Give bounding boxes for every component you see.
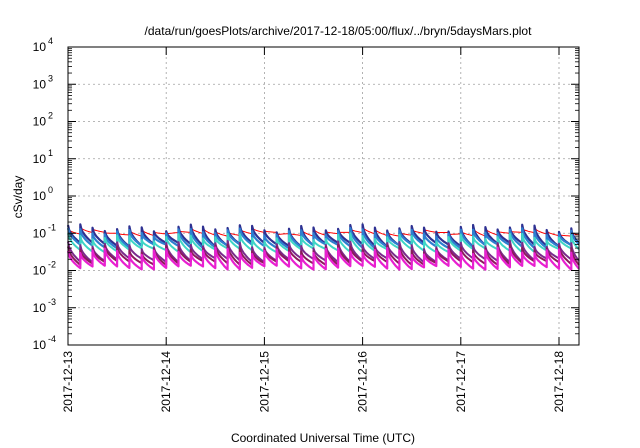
y-tick-label: 10 (33, 264, 47, 278)
y-tick-exponent: 0 (48, 185, 53, 195)
x-tick-label: 2017-12-16 (356, 351, 370, 413)
x-tick-label: 2017-12-13 (61, 351, 75, 413)
y-tick-exponent: 3 (48, 73, 53, 83)
y-tick-base: 10 (33, 115, 47, 129)
x-tick-label: 2017-12-17 (454, 351, 468, 413)
y-tick-base: 10 (33, 264, 47, 278)
y-tick-label: 10 (33, 40, 47, 54)
y-tick-exponent: -4 (48, 334, 56, 344)
grid-lines (68, 47, 579, 345)
y-tick-base: 10 (33, 152, 47, 166)
axis-ticks (67, 46, 579, 346)
x-tick-label: 2017-12-14 (159, 351, 173, 413)
y-tick-exponent: -2 (48, 260, 56, 270)
y-tick-exponent: 1 (48, 148, 53, 158)
x-tick-labels: 2017-12-13 2017-12-14 2017-12-15 2017-12-16… (61, 351, 566, 413)
y-axis-title: cSv/day (11, 176, 25, 219)
x-tick-label: 2017-12-18 (552, 351, 566, 413)
y-tick-exponent: -3 (48, 297, 56, 307)
y-tick-label: 10 (33, 189, 47, 203)
y-tick-label: 10 (33, 115, 47, 129)
y-tick-label: 10 (33, 226, 47, 240)
y-tick-base: 10 (33, 40, 47, 54)
y-tick-label: 10 (33, 77, 47, 91)
y-tick-exponent: -1 (48, 222, 56, 232)
series-line (66, 246, 580, 271)
y-tick-base: 10 (33, 77, 47, 91)
y-tick-label: 10 (33, 338, 47, 352)
x-tick-label: 2017-12-15 (257, 351, 271, 413)
chart-title: /data/run/goesPlots/archive/2017-12-18/0… (145, 24, 533, 38)
y-tick-label: 10 (33, 152, 47, 166)
y-tick-label: 10 (33, 301, 47, 315)
series-group (66, 223, 580, 271)
y-tick-base: 10 (33, 189, 47, 203)
y-tick-base: 10 (33, 338, 47, 352)
x-axis-title: Coordinated Universal Time (UTC) (231, 431, 415, 445)
y-tick-base: 10 (33, 301, 47, 315)
y-tick-base: 10 (33, 226, 47, 240)
y-tick-exponent: 2 (48, 111, 53, 121)
y-tick-exponent: 4 (48, 36, 53, 46)
